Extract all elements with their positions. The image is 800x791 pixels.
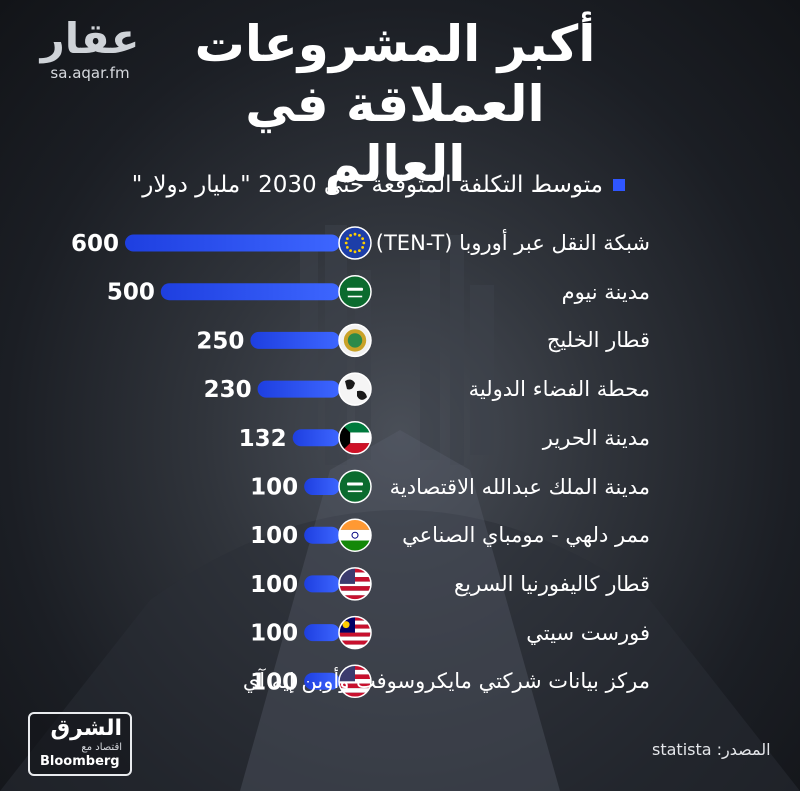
value-label: 100: [250, 669, 298, 695]
bar-row: 100: [250, 567, 372, 601]
bar: [292, 429, 340, 447]
page-title: أكبر المشروعات العملاقة في العالم: [180, 14, 610, 194]
category-label: قطار كاليفورنيا السريع: [453, 571, 650, 596]
brand-english: Bloomberg: [40, 754, 120, 769]
chart-legend: متوسط التكلفة المتوقعة حتى 2030 "مليار د…: [132, 172, 625, 198]
value-label: 100: [250, 621, 298, 647]
value-label: 100: [250, 572, 298, 598]
bar-row: 230: [204, 372, 372, 406]
bar-row: 500: [107, 274, 372, 309]
bar: [304, 624, 340, 642]
bar: [160, 283, 340, 301]
bar: [250, 331, 340, 349]
bar: [304, 672, 340, 690]
category-label: مدينة نيوم: [561, 279, 650, 304]
bar-row: 100: [250, 518, 372, 552]
value-label: 100: [250, 475, 298, 501]
gcc-emblem-icon: [339, 324, 371, 357]
title-line-2: العملاقة في العالم: [245, 75, 545, 193]
bar-row: 132: [239, 421, 372, 455]
source-note: المصدر: statista: [652, 740, 771, 759]
bar-row: 600: [71, 226, 372, 260]
category-label: قطار الخليج: [546, 328, 650, 353]
value-label: 600: [71, 231, 119, 257]
bar-row: 100: [250, 615, 372, 650]
eu-flag-icon: [339, 227, 371, 259]
category-label: محطة الفضاء الدولية: [468, 377, 650, 402]
legend-label: متوسط التكلفة المتوقعة حتى 2030 "مليار د…: [131, 172, 603, 198]
title-line-1: أكبر المشروعات: [194, 15, 596, 73]
category-label: فورست سيتي: [526, 620, 650, 645]
category-label: مدينة الحرير: [542, 425, 650, 450]
usa-flag-icon: [339, 567, 371, 600]
value-label: 250: [196, 328, 244, 354]
brand-arabic: الشرق: [50, 716, 122, 741]
saudi-flag-icon: [339, 470, 371, 503]
bar: [304, 478, 340, 495]
category-label: مدينة الملك عبدالله الاقتصادية: [389, 474, 650, 499]
category-label: ممر دلهي - مومباي الصناعي: [402, 523, 650, 548]
globe-icon: [339, 373, 371, 406]
bar-row: 100: [250, 469, 372, 504]
bar: [125, 234, 340, 252]
bar-row: 100: [250, 664, 372, 699]
bar-row: 250: [196, 323, 372, 358]
value-label: 100: [250, 523, 298, 549]
category-label: مركز بيانات شركتي مايكروسوفت وأوبن إيه آ…: [242, 669, 650, 694]
legend-swatch: [613, 179, 625, 191]
bar: [304, 575, 340, 593]
value-label: 230: [204, 377, 252, 403]
brand-sub: اقتصاد مع: [81, 742, 122, 753]
value-label: 132: [239, 426, 287, 452]
bar: [304, 526, 340, 544]
bar: [257, 380, 340, 398]
saudi-flag-icon: [339, 275, 371, 308]
asharq-bloomberg-logo: الشرق اقتصاد مع Bloomberg: [28, 712, 132, 776]
aqar-watermark: عقار sa.aqar.fm: [20, 14, 160, 83]
category-label: شبكة النقل عبر أوروبا (TEN-T): [375, 231, 650, 255]
value-label: 500: [107, 280, 155, 306]
usa-flag-icon: [339, 665, 371, 698]
aqar-logo-word: عقار: [40, 14, 140, 63]
aqar-logo-url: sa.aqar.fm: [50, 64, 130, 82]
india-flag-icon: [339, 519, 371, 552]
